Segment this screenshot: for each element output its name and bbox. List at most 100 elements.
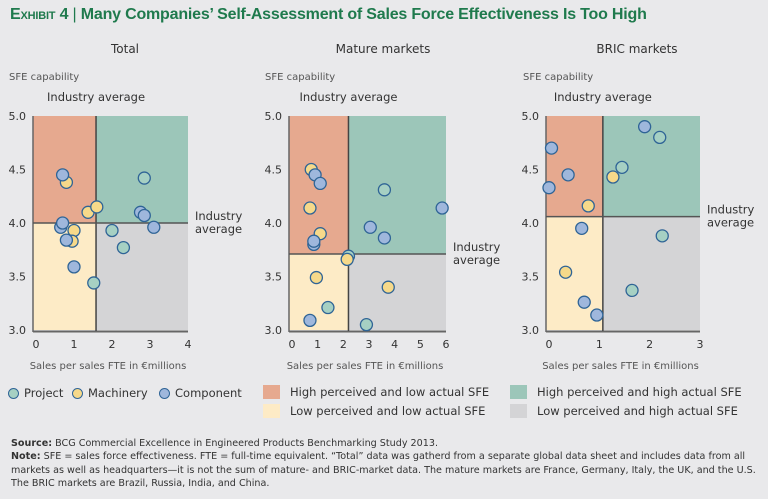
legend-machinery: Machinery: [72, 386, 148, 400]
x-tick-label: 4: [391, 338, 398, 351]
component-point: [67, 260, 81, 274]
x-tick-label: 1: [314, 338, 321, 351]
project-point: [321, 300, 335, 315]
y-tick-label: 5.0: [9, 110, 27, 123]
quadrant-low-perceived-high-actual: [602, 216, 700, 330]
component-point: [307, 234, 321, 248]
source-note: Source: BCG Commercial Excellence in Eng…: [11, 437, 761, 450]
component-point: [313, 176, 327, 191]
industry-average-y-label: average: [707, 216, 754, 230]
y-tick-label: 4.5: [522, 164, 540, 177]
low-high-swatch-icon: [510, 404, 527, 418]
panel-title: Total: [110, 42, 139, 56]
x-tick-label: 2: [646, 338, 653, 351]
quadrant-high-perceived-low-actual: [546, 116, 603, 217]
component-point: [147, 220, 161, 234]
y-tick-label: 5.0: [522, 110, 540, 123]
note: Note: SFE = sales force effectiveness. F…: [11, 450, 761, 490]
x-axis-label: Sales per sales FTE in €millions: [30, 361, 187, 372]
machinery-point: [309, 270, 324, 285]
industry-average-y-label: average: [195, 222, 242, 236]
machinery-point: [606, 170, 620, 184]
machinery-point: [340, 252, 354, 267]
y-tick-label: 5.0: [265, 110, 283, 123]
y-tick-label: 3.5: [522, 271, 540, 284]
y-tick-label: 4.5: [9, 164, 27, 177]
component-point: [137, 208, 151, 223]
component-point: [435, 201, 449, 215]
x-tick-label: 5: [417, 338, 424, 351]
panel-title: Mature markets: [336, 42, 431, 56]
x-tick-label: 0: [33, 338, 40, 351]
legend-project: Project: [8, 386, 63, 400]
legend-label: High perceived and high actual SFE: [537, 385, 742, 399]
y-tick-label: 3.0: [265, 324, 283, 337]
machinery-marker-icon: [72, 387, 83, 399]
note-text: SFE = sales force effectiveness. FTE = f…: [11, 451, 756, 490]
y-tick-label: 3.0: [522, 324, 540, 337]
component-point: [377, 231, 392, 245]
component-point: [544, 141, 559, 155]
component-point: [59, 233, 74, 247]
quadrant-high-perceived-high-actual: [348, 116, 446, 255]
scatter-panel-3: [542, 116, 700, 333]
y-tick-label: 3.5: [9, 271, 27, 284]
x-tick-label: 0: [289, 338, 296, 351]
x-tick-label: 3: [697, 338, 704, 351]
industry-average-y-label: average: [453, 253, 500, 267]
legend-low-low: Low perceived and low actual SFE: [263, 404, 485, 418]
component-point: [577, 295, 591, 309]
y-axis-label: SFE capability: [265, 72, 335, 83]
component-point: [590, 308, 604, 322]
industry-average-y-label: Industry: [453, 240, 500, 254]
panel-title: BRIC markets: [596, 42, 677, 56]
high-low-swatch-icon: [263, 385, 280, 399]
y-tick-label: 3.0: [9, 324, 27, 337]
x-tick-label: 3: [147, 338, 154, 351]
project-point: [116, 240, 131, 255]
x-tick-label: 1: [71, 338, 78, 351]
exhibit-number: Exhibit 4: [10, 6, 69, 23]
legend-label: Low perceived and high actual SFE: [537, 404, 738, 418]
component-point: [561, 168, 575, 182]
y-axis-label: SFE capability: [523, 72, 593, 83]
project-point: [653, 130, 667, 145]
project-point: [105, 223, 119, 238]
scatter-panel-1: [32, 116, 188, 333]
machinery-point: [558, 265, 573, 279]
low-low-swatch-icon: [263, 404, 280, 418]
footnotes: Source: BCG Commercial Excellence in Eng…: [11, 437, 761, 491]
machinery-point: [90, 200, 104, 214]
component-point: [363, 220, 377, 234]
quadrant-low-perceived-low-actual: [289, 254, 349, 330]
project-point: [137, 171, 151, 185]
y-axis-label: SFE capability: [9, 72, 79, 83]
title-text: Many Companies’ Self-Assessment of Sales…: [80, 6, 647, 23]
note-label: Note:: [11, 451, 41, 463]
project-point: [655, 229, 669, 243]
industry-average-y-label: Industry: [707, 203, 754, 217]
component-point: [637, 120, 652, 134]
y-tick-label: 4.5: [265, 164, 283, 177]
title-separator: |: [72, 6, 77, 23]
x-tick-label: 2: [109, 338, 116, 351]
component-point: [575, 221, 589, 236]
machinery-point: [303, 201, 317, 215]
legend-label: Project: [24, 386, 64, 400]
component-marker-icon: [159, 387, 170, 399]
component-point: [55, 168, 70, 182]
quadrant-low-perceived-high-actual: [96, 223, 188, 330]
legend-label: Component: [175, 386, 242, 400]
x-tick-label: 1: [596, 338, 603, 351]
source-label: Source:: [11, 438, 53, 449]
project-point: [625, 283, 639, 298]
legend-label: Machinery: [88, 386, 148, 400]
x-tick-label: 6: [443, 338, 450, 351]
component-point: [303, 313, 317, 328]
x-tick-label: 0: [546, 338, 553, 351]
legend-component: Component: [159, 386, 242, 400]
legend-high-high: High perceived and high actual SFE: [510, 385, 742, 399]
project-point: [615, 160, 629, 175]
y-tick-label: 3.5: [265, 271, 283, 284]
